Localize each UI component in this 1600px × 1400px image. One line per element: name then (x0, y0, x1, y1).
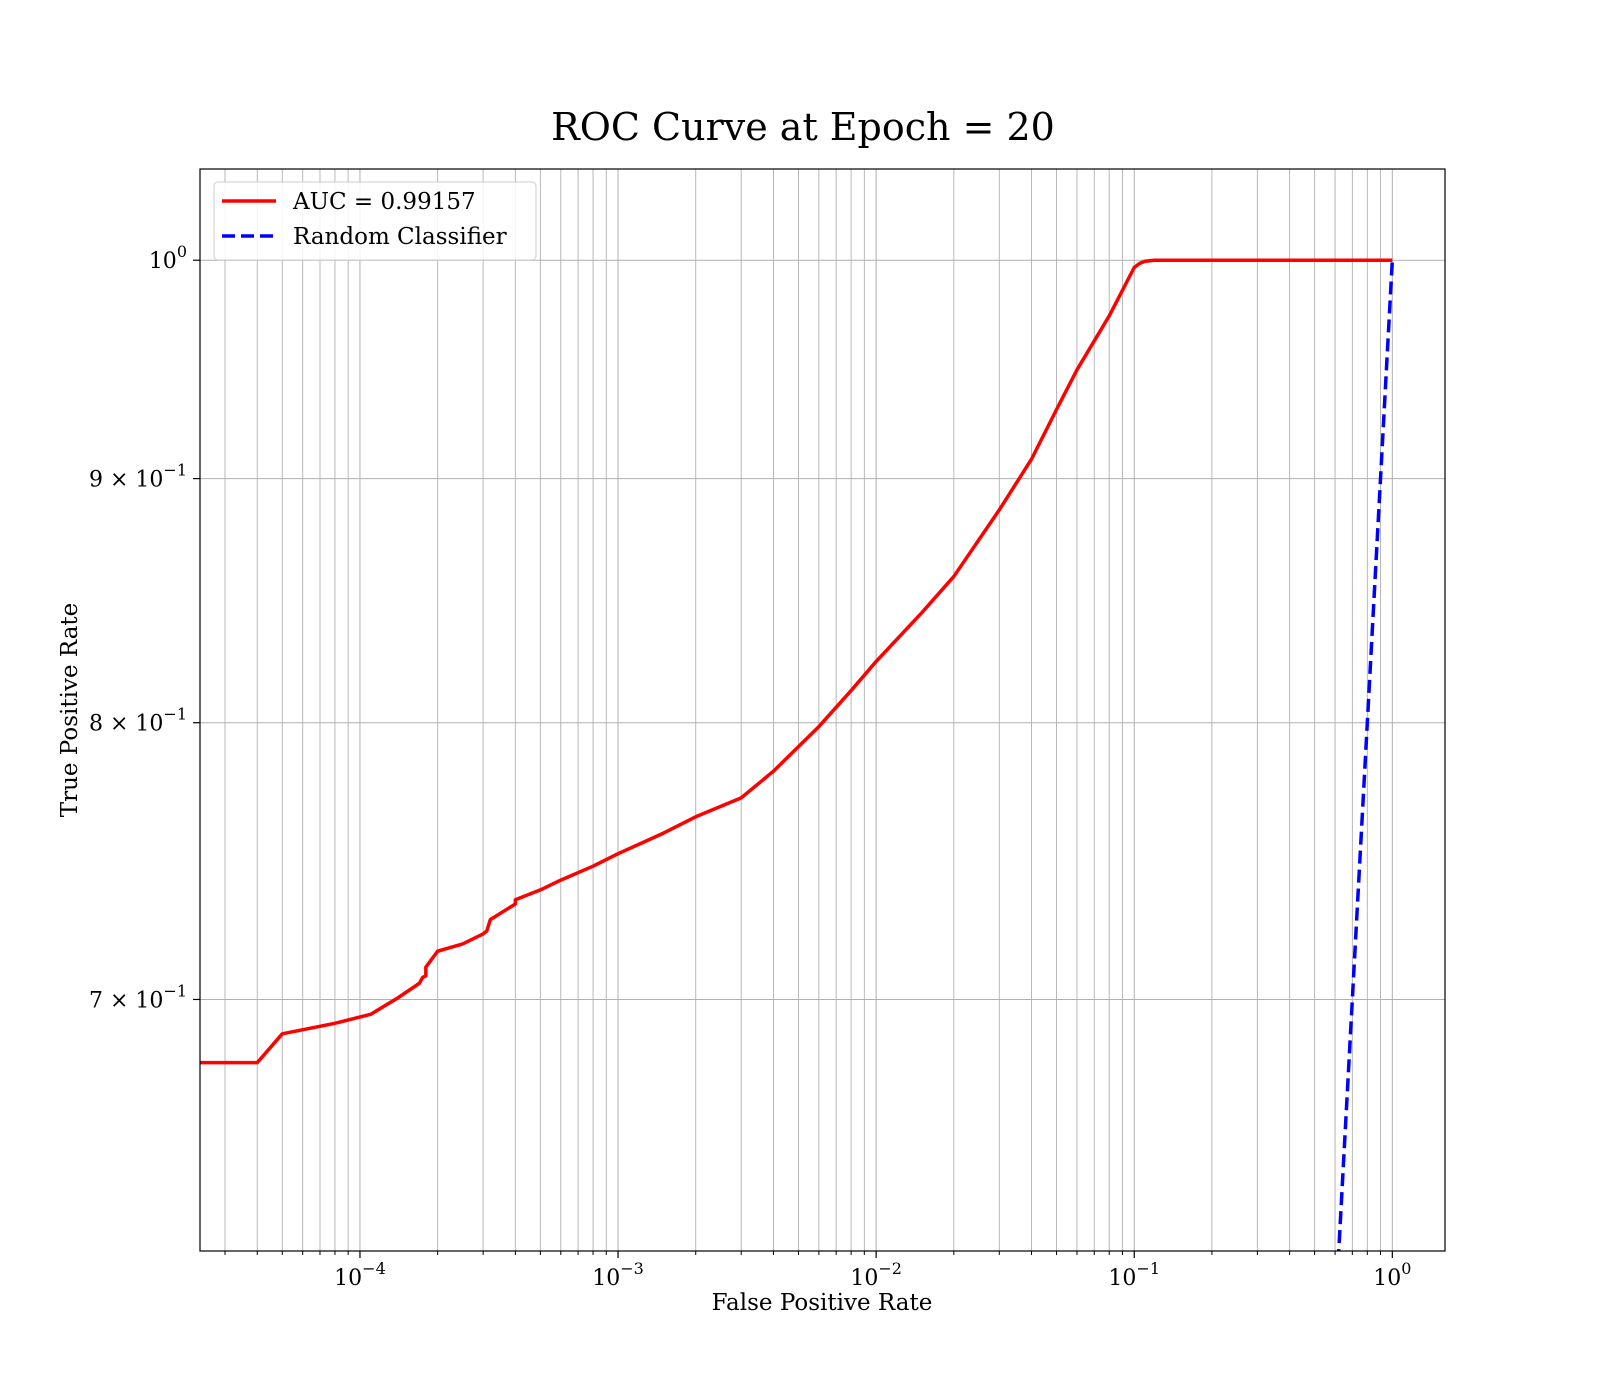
legend: AUC = 0.99157 Random Classifier (213, 181, 537, 261)
legend-box (213, 181, 537, 261)
x-axis-ticks: 10−4 10−3 10−2 10−1 100 (224, 1251, 1411, 1291)
y-axis-label: True Positive Rate (57, 603, 83, 818)
y-tick-label: 9 × 10−1 (89, 461, 187, 493)
x-tick-label: 100 (1373, 1259, 1411, 1291)
y-tick-label: 100 (149, 242, 187, 274)
x-tick-label: 10−3 (592, 1259, 644, 1291)
plot-frame (199, 168, 1446, 1252)
legend-label-auc: AUC = 0.99157 (292, 189, 476, 215)
y-tick-label: 8 × 10−1 (89, 705, 187, 737)
chart-title: ROC Curve at Epoch = 20 (551, 105, 1055, 149)
x-tick-label: 10−1 (1108, 1259, 1160, 1291)
series-layer (200, 258, 1395, 1251)
x-axis-label: False Positive Rate (712, 1290, 933, 1316)
y-tick-label: 7 × 10−1 (89, 981, 187, 1013)
legend-label-random: Random Classifier (293, 224, 507, 250)
grid-lines (200, 169, 1445, 1251)
random-classifier-line (1336, 260, 1395, 1251)
y-axis-ticks: 100 9 × 10−1 8 × 10−1 7 × 10−1 (89, 242, 200, 1013)
x-tick-label: 10−4 (334, 1259, 386, 1291)
roc-curve-line (200, 258, 1393, 1065)
plot-area (200, 169, 1445, 1251)
x-tick-label: 10−2 (850, 1259, 902, 1291)
